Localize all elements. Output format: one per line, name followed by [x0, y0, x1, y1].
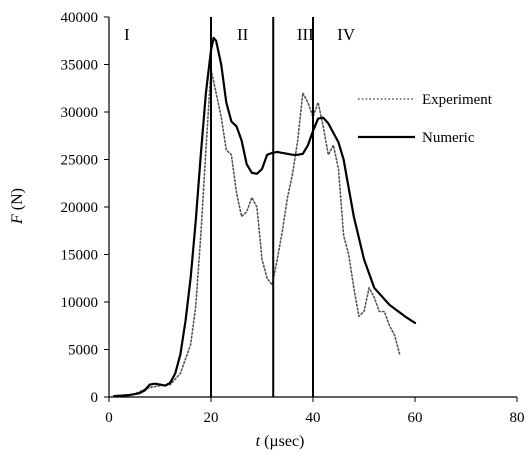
y-tick-label: 30000	[61, 105, 99, 121]
y-tick-label: 15000	[61, 248, 99, 264]
tick-labels: 0 20 40 60 80 0 5000 10000 15000 20000 25000 30000 3…	[61, 10, 525, 426]
x-tick-label: 60	[408, 410, 423, 426]
x-tick-label: 40	[306, 410, 321, 426]
y-axis-title-unit: (N)	[9, 188, 26, 214]
y-tick-label: 40000	[61, 10, 99, 26]
legend-label-experiment: Experiment	[422, 92, 493, 108]
y-tick-label: 0	[91, 390, 99, 406]
x-axis-title-var: t	[256, 433, 261, 450]
region-label: II	[237, 25, 249, 44]
series-line-experiment	[113, 68, 401, 397]
series-layer	[113, 36, 417, 398]
x-axis-title: t (µsec)	[256, 433, 305, 450]
region-label: IV	[337, 25, 356, 44]
x-tick-label: 20	[204, 410, 219, 426]
x-axis-title-unit: (µsec)	[260, 433, 304, 450]
x-tick-label: 80	[510, 410, 525, 426]
region-label: III	[297, 25, 314, 44]
y-tick-label: 10000	[61, 295, 99, 311]
y-tick-label: 20000	[61, 200, 99, 216]
y-axis-title: F (N)	[9, 188, 26, 225]
legend: Experiment Numeric	[358, 92, 493, 146]
region-label: I	[124, 25, 130, 44]
y-tick-label: 25000	[61, 153, 99, 169]
series-line-numeric	[113, 36, 417, 398]
y-tick-label: 5000	[68, 343, 98, 359]
legend-label-numeric: Numeric	[422, 130, 475, 146]
y-axis-title-var: F	[9, 214, 26, 225]
x-tick-label: 0	[105, 410, 113, 426]
region-divider-lines	[210, 17, 314, 397]
region-labels: I II III IV	[124, 25, 356, 44]
y-tick-label: 35000	[61, 58, 99, 74]
